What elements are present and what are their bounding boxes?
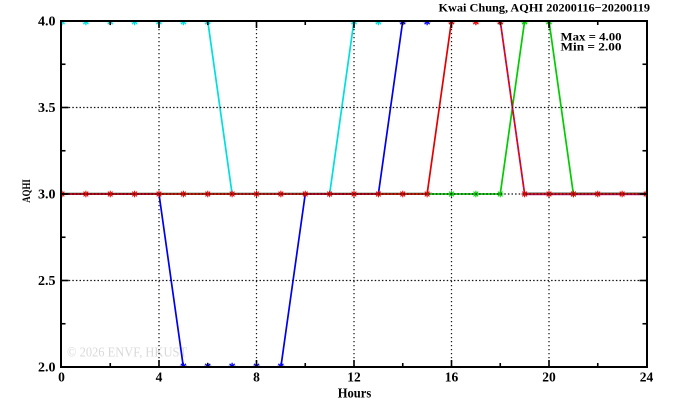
svg-text:12: 12 — [347, 370, 361, 385]
svg-text:2.0: 2.0 — [38, 361, 56, 376]
svg-text:3.5: 3.5 — [38, 101, 56, 116]
svg-text:0: 0 — [58, 370, 65, 385]
svg-text:16: 16 — [445, 370, 459, 385]
svg-text:Min = 2.00: Min = 2.00 — [561, 40, 622, 54]
svg-text:© 2026 ENVF, HKUST: © 2026 ENVF, HKUST — [67, 345, 187, 360]
svg-text:24: 24 — [640, 370, 654, 385]
svg-text:AQHI: AQHI — [21, 179, 33, 203]
svg-text:4.0: 4.0 — [38, 15, 56, 30]
svg-text:8: 8 — [253, 370, 260, 385]
svg-text:Max = 4.00: Max = 4.00 — [561, 29, 622, 43]
svg-text:2.5: 2.5 — [38, 274, 56, 289]
svg-text:20: 20 — [542, 370, 556, 385]
svg-text:3.0: 3.0 — [38, 188, 56, 203]
svg-text:Hours: Hours — [338, 386, 372, 401]
svg-text:4: 4 — [156, 370, 163, 385]
svg-text:Kwai Chung, AQHI 20200116−2020: Kwai Chung, AQHI 20200116−20200119 — [439, 1, 651, 15]
